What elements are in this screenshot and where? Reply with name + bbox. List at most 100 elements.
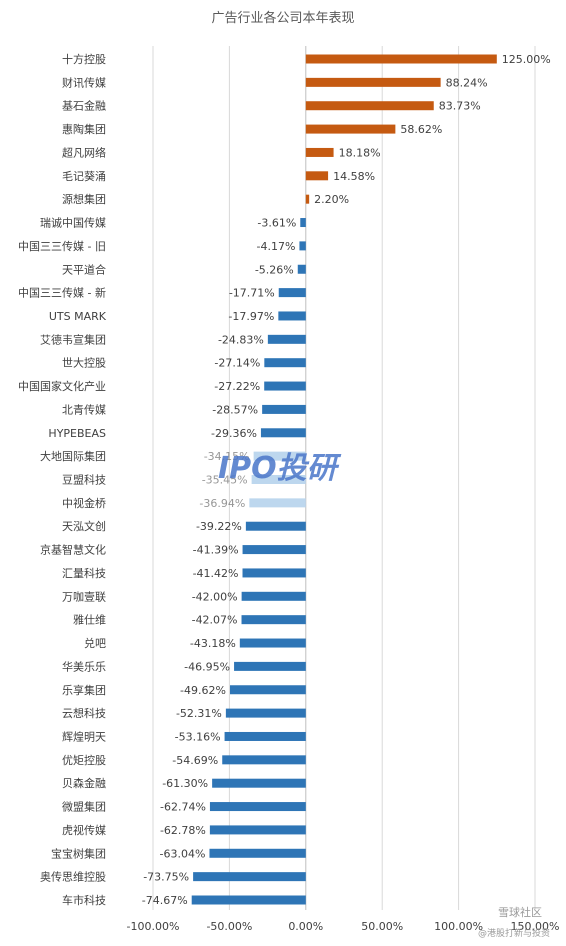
bar (242, 568, 306, 578)
category-label: 超凡网络 (62, 145, 106, 159)
corner-watermark-text: 雪球社区 (498, 905, 542, 919)
bar (212, 778, 306, 788)
bar (262, 404, 306, 414)
bar (278, 311, 306, 321)
category-label: 万咖壹联 (62, 589, 106, 603)
bar (229, 685, 306, 695)
bars (191, 54, 497, 905)
category-label: 微盟集团 (62, 800, 106, 814)
bar (300, 218, 306, 228)
bar (209, 825, 306, 835)
value-label: -35.45% (202, 474, 248, 487)
category-label: 基石金融 (62, 99, 106, 113)
bar (305, 194, 310, 204)
category-label: UTS MARK (49, 310, 107, 323)
category-label: 毛记葵涌 (62, 170, 106, 183)
category-label: 辉煌明天 (62, 730, 106, 743)
category-label: 云想科技 (62, 706, 106, 720)
bar (234, 661, 306, 671)
bar (253, 451, 306, 461)
value-label: -62.78% (160, 824, 206, 837)
value-label: -46.95% (184, 660, 230, 673)
value-label: 18.18% (339, 146, 381, 159)
category-label: 中国国家文化产业 (18, 379, 106, 393)
corner-watermark: 雪球社区 @港股打新与投资 (478, 905, 550, 939)
bar (242, 545, 306, 555)
x-tick-label: 150.00% (511, 920, 560, 933)
value-label: -39.22% (196, 520, 242, 533)
bar (225, 708, 306, 718)
watermark: IPO投研 (218, 451, 342, 486)
bar (278, 288, 306, 298)
value-label: -53.16% (175, 730, 221, 743)
category-label: 车市科技 (62, 893, 106, 907)
category-label: 中视金桥 (62, 496, 106, 510)
bar (264, 381, 306, 391)
category-label: 天泓文创 (62, 519, 106, 533)
bar (299, 241, 306, 251)
value-label: 14.58% (333, 170, 375, 183)
bar (305, 147, 334, 157)
bar (267, 334, 306, 344)
value-label: -42.00% (192, 590, 238, 603)
category-label: 贝森金融 (62, 776, 106, 790)
value-label: -62.74% (160, 801, 206, 814)
category-label: 虎视传媒 (62, 823, 106, 837)
value-label: -74.67% (142, 894, 188, 907)
bar (224, 731, 306, 741)
category-label: 兑吧 (84, 636, 106, 650)
value-label: 83.73% (439, 100, 481, 113)
value-label: -49.62% (180, 684, 226, 697)
value-label: -41.39% (193, 544, 239, 557)
value-label: -17.71% (229, 287, 275, 300)
category-label: 汇量科技 (62, 566, 106, 580)
category-label: 十方控股 (62, 52, 106, 66)
bar (305, 54, 497, 64)
x-tick-label: 0.00% (288, 920, 323, 933)
category-label: 源想集团 (62, 192, 106, 206)
value-label: -43.18% (190, 637, 236, 650)
category-label: 中国三三传媒 - 新 (18, 286, 106, 300)
bar (305, 77, 441, 87)
bar (305, 171, 329, 181)
value-label: -4.17% (257, 240, 296, 253)
bar (239, 638, 306, 648)
labels: 十方控股 125.00% 财讯传媒 88.24% 基石金融 83.73% 惠陶集团 58.62… (18, 52, 551, 907)
bar (297, 264, 306, 274)
value-label: -5.26% (255, 263, 294, 276)
category-label: 奥传思维控股 (40, 870, 106, 884)
category-label: 世大控股 (62, 356, 106, 370)
value-label: -27.22% (214, 380, 260, 393)
value-label: 2.20% (314, 193, 349, 206)
value-label: -3.61% (257, 217, 296, 230)
corner-watermark-subtext: @港股打新与投资 (478, 927, 550, 939)
value-label: -41.42% (193, 567, 239, 580)
category-label: 华美乐乐 (62, 659, 106, 673)
category-label: HYPEBEAS (48, 427, 106, 440)
category-label: 豆盟科技 (62, 473, 106, 487)
value-label: -73.75% (143, 871, 189, 884)
value-label: -61.30% (162, 777, 208, 790)
category-label: 财讯传媒 (62, 75, 106, 89)
bar (251, 475, 306, 484)
category-label: 瑞诚中国传媒 (40, 216, 106, 230)
x-tick-label: 100.00% (434, 920, 483, 933)
value-label: -54.69% (172, 754, 218, 767)
category-label: 优矩控股 (62, 753, 106, 767)
bar (245, 521, 306, 531)
x-tick-label: -100.00% (127, 920, 180, 933)
value-label: -27.14% (214, 357, 260, 370)
bar (249, 498, 306, 508)
bar (305, 101, 434, 111)
bar (191, 895, 306, 905)
bar (193, 872, 306, 882)
value-label: -29.36% (211, 427, 257, 440)
bar (209, 848, 306, 858)
value-label: -28.57% (212, 403, 258, 416)
watermark-text: IPO投研 (218, 451, 342, 486)
bar (264, 358, 306, 368)
x-tick-label: 50.00% (361, 920, 403, 933)
category-label: 北青传媒 (62, 403, 106, 416)
value-label: 58.62% (400, 123, 442, 136)
